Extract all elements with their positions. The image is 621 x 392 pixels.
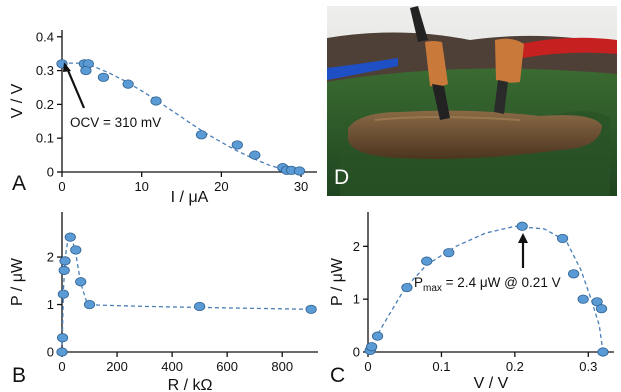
red-wire (520, 37, 617, 58)
y-tick-label-a: 0.4 (36, 29, 54, 44)
fit-line-a (62, 62, 302, 173)
data-point-b (64, 232, 76, 242)
y-tick-label-a: 0 (47, 165, 54, 180)
data-point-c (516, 221, 528, 231)
x-tick-label-c: 0 (364, 359, 371, 374)
data-point-a (97, 72, 110, 82)
copper-clip-left (425, 41, 448, 87)
blue-wire (327, 58, 398, 80)
ocv-arrow-shaft (65, 67, 86, 109)
x-axis-title-c: V / V (474, 375, 509, 392)
panel-letter-c: C (330, 364, 345, 387)
data-point-c (401, 282, 413, 293)
copper-clip-right (495, 38, 524, 83)
data-point-a (195, 130, 208, 140)
right-electrode (494, 80, 508, 114)
data-point-c (443, 248, 455, 258)
y-tick-label-c: 1 (353, 292, 360, 307)
x-tick-label-a: 30 (294, 179, 308, 194)
panel-letter-b: B (12, 364, 26, 387)
y-axis-title-c: P / μW (329, 257, 346, 306)
data-point-b (56, 347, 68, 357)
data-point-b (56, 333, 69, 343)
data-point-c (597, 347, 609, 357)
y-tick-label-c: 0 (353, 345, 360, 360)
fit-line-b (61, 234, 312, 353)
slug-body (348, 110, 602, 159)
x-tick-label-b: 600 (216, 359, 238, 374)
data-point-c (421, 256, 433, 266)
x-tick-label-b: 0 (58, 359, 65, 374)
y-tick-label-a: 0.3 (36, 63, 54, 78)
data-point-c (366, 342, 378, 352)
y-tick-label-b: 1 (47, 297, 54, 312)
ocv-annotation: OCV = 310 mV (63, 62, 161, 130)
x-tick-label-a: 10 (134, 179, 148, 194)
y-tick-label-c: 2 (353, 239, 360, 254)
slug-highlight (374, 116, 521, 121)
x-tick-label-a: 0 (58, 179, 65, 194)
data-point-a (249, 150, 261, 160)
y-tick-label-b: 0 (47, 345, 54, 360)
data-point-a (231, 140, 243, 150)
panel-letter-a: A (12, 172, 26, 195)
x-tick-label-c: 0.3 (579, 359, 597, 374)
y-axis-title-a: V / V (9, 83, 26, 118)
pmax-arrow-head (518, 233, 528, 243)
y-tick-label-a: 0.1 (36, 131, 54, 146)
x-tick-label-b: 800 (271, 359, 293, 374)
x-tick-label-c: 0.2 (506, 359, 524, 374)
data-point-c (568, 269, 580, 279)
panel-b-power-resistance-chart: 0 200 400 600 800 0 1 2 R / kΩ P / μW (9, 212, 318, 392)
data-point-b (194, 301, 206, 312)
y-tick-label-b: 2 (47, 250, 54, 265)
ocv-arrow-head (63, 62, 71, 72)
y-tick-label-a: 0.2 (36, 97, 54, 112)
panel-c-power-voltage-chart: 0 0.1 0.2 0.3 0 1 2 V / V P / μW (329, 212, 614, 392)
blue-wire-top-lead (410, 6, 428, 42)
x-tick-label-b: 400 (161, 359, 183, 374)
data-point-b (305, 304, 317, 314)
x-axis-title-b: R / kΩ (168, 377, 213, 392)
data-point-c (577, 294, 589, 304)
left-electrode (432, 84, 450, 120)
data-point-b (70, 245, 82, 255)
data-point-a (122, 79, 134, 89)
pmax-label: Pmax = 2.4 μW @ 0.21 V (414, 275, 561, 294)
photo-panel-d: D (327, 6, 617, 196)
data-point-c (371, 331, 384, 341)
pmax-annotation: Pmax = 2.4 μW @ 0.21 V (414, 233, 561, 294)
y-axis-title-b: P / μW (9, 257, 26, 306)
data-point-b (75, 277, 87, 287)
data-point-b (58, 265, 70, 275)
data-point-c (556, 233, 569, 244)
data-point-a (150, 96, 162, 106)
x-tick-label-b: 200 (106, 359, 128, 374)
panel-letter-d: D (334, 166, 349, 189)
data-point-b (59, 256, 71, 266)
ocv-label: OCV = 310 mV (70, 115, 161, 130)
data-point-b (57, 289, 69, 299)
data-point-b (83, 299, 96, 310)
x-tick-label-a: 20 (214, 179, 228, 194)
x-axis-title-a: I / μA (171, 189, 209, 206)
x-tick-label-c: 0.1 (432, 359, 450, 374)
data-point-a (293, 166, 306, 176)
panel-a-iv-chart: 0 10 20 30 0 0.1 0.2 0.3 0.4 I / μA V / V (9, 29, 317, 206)
data-point-a (80, 65, 92, 76)
data-point-c (595, 304, 608, 314)
